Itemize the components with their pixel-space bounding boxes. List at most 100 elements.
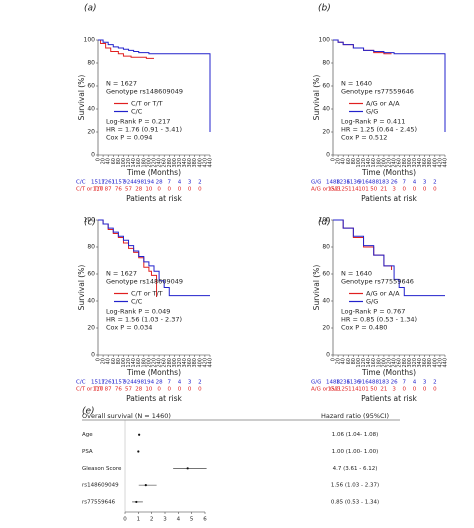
annotation: N = 1627 xyxy=(106,270,137,278)
x-tick-label: 80 xyxy=(116,158,122,164)
annotation: Log-Rank P = 0.049 xyxy=(106,308,170,316)
risk-row-label: C/T or T/T xyxy=(76,187,103,193)
x-tick-label: 80 xyxy=(116,358,122,364)
risk-count: 916 xyxy=(358,180,369,186)
annotation: Cox P = 0.034 xyxy=(106,324,152,332)
x-tick-label: 180 xyxy=(141,358,147,368)
risk-count: 7 xyxy=(168,180,172,186)
x-tick-label: 260 xyxy=(162,358,168,368)
x-tick-label: 120 xyxy=(361,158,367,168)
y-tick-label: 100 xyxy=(319,217,331,224)
annotation: N = 1627 xyxy=(106,80,137,88)
y-tick-label: 60 xyxy=(322,83,330,90)
x-tick-label: 100 xyxy=(121,358,127,368)
legend-label: G/G xyxy=(366,298,378,306)
x-axis-label: Time (Months) xyxy=(126,368,181,377)
annotation: N = 1640 xyxy=(341,80,372,88)
legend-label: C/C xyxy=(131,298,143,306)
x-tick-label: 420 xyxy=(202,158,208,168)
risk-count: 194 xyxy=(144,380,155,386)
risk-count: 114 xyxy=(348,387,359,393)
risk-count: 3 xyxy=(392,187,396,193)
x-tick-label: 320 xyxy=(177,158,183,168)
legend-label: A/G or A/A xyxy=(366,100,400,108)
risk-count: 28 xyxy=(135,387,142,393)
hr-point xyxy=(138,433,141,436)
x-tick-label: 60 xyxy=(111,158,117,164)
panel-label: (b) xyxy=(318,4,331,14)
risk-count: 1261 xyxy=(101,180,115,186)
x-tick-label: 20 xyxy=(336,158,342,164)
annotation: Genotype rs148609049 xyxy=(106,278,183,286)
risk-count: 4 xyxy=(413,380,417,386)
y-axis-label: Survival (%) xyxy=(312,265,321,311)
survival-curve xyxy=(333,219,445,297)
risk-count: 0 xyxy=(413,187,417,193)
risk-count: 28 xyxy=(156,180,163,186)
x-tick-label: 280 xyxy=(402,158,408,168)
risk-count: 125 xyxy=(338,187,349,193)
risk-count: 0 xyxy=(403,187,407,193)
risk-count: 0 xyxy=(178,387,182,393)
risk-count: 3 xyxy=(392,387,396,393)
x-tick-label: 440 xyxy=(208,158,214,168)
x-tick-label: 440 xyxy=(208,358,214,368)
risk-title: Patients at risk xyxy=(361,194,417,203)
y-tick-label: 0 xyxy=(91,152,95,159)
y-tick-label: 20 xyxy=(322,129,330,136)
risk-count: 110 xyxy=(93,187,104,193)
x-tick-label: 40 xyxy=(341,158,347,164)
legend-label: G/G xyxy=(366,108,378,116)
risk-count: 1136 xyxy=(346,380,360,386)
risk-count: 1517 xyxy=(91,380,105,386)
y-tick-label: 40 xyxy=(87,298,95,305)
risk-count: 152 xyxy=(328,187,339,193)
y-tick-label: 0 xyxy=(326,352,330,359)
y-axis-label: Survival (%) xyxy=(77,75,86,121)
x-tick-label: 280 xyxy=(167,158,173,168)
risk-count: 0 xyxy=(433,387,437,393)
x-tick-label: 40 xyxy=(106,158,112,164)
annotation: Cox P = 0.480 xyxy=(341,324,387,332)
row-label: PSA xyxy=(82,449,93,455)
y-tick-label: 60 xyxy=(87,271,95,278)
x-tick-label: 400 xyxy=(197,358,203,368)
risk-count: 1136 xyxy=(346,180,360,186)
y-tick-label: 80 xyxy=(87,244,95,251)
x-tick-label: 360 xyxy=(422,158,428,168)
risk-count: 76 xyxy=(115,187,122,193)
risk-row-label: A/G or G/G xyxy=(311,387,340,393)
x-tick-label: 240 xyxy=(157,358,163,368)
risk-count: 2 xyxy=(198,380,202,386)
risk-count: 10 xyxy=(145,387,152,393)
y-tick-label: 60 xyxy=(87,83,95,90)
risk-count: 2 xyxy=(198,180,202,186)
x-tick-label: 340 xyxy=(182,358,188,368)
risk-count: 0 xyxy=(413,387,417,393)
x-tick-label: 140 xyxy=(131,358,137,368)
x-tick-label: 360 xyxy=(422,358,428,368)
x-tick-label: 160 xyxy=(371,358,377,368)
risk-row-label: C/C xyxy=(76,380,86,386)
risk-count: 488 xyxy=(368,380,379,386)
x-tick-label: 40 xyxy=(341,358,347,364)
risk-row-label: A/G or G/G xyxy=(311,187,340,193)
x-tick-label: 6 xyxy=(203,517,207,523)
x-tick-label: 40 xyxy=(106,358,112,364)
risk-count: 3 xyxy=(423,180,427,186)
x-tick-label: 60 xyxy=(346,358,352,364)
x-tick-label: 360 xyxy=(187,158,193,168)
risk-count: 0 xyxy=(423,387,427,393)
risk-count: 50 xyxy=(370,187,377,193)
risk-count: 1488 xyxy=(326,180,340,186)
hr-label: 1.06 (1.04- 1.08) xyxy=(332,432,379,438)
risk-count: 21 xyxy=(380,187,387,193)
risk-count: 1488 xyxy=(326,380,340,386)
x-tick-label: 100 xyxy=(356,158,362,168)
x-tick-label: 20 xyxy=(101,358,107,364)
x-tick-label: 5 xyxy=(190,517,194,523)
y-tick-label: 0 xyxy=(326,152,330,159)
risk-count: 0 xyxy=(423,187,427,193)
risk-count: 4 xyxy=(413,180,417,186)
annotation: Log-Rank P = 0.411 xyxy=(341,118,405,126)
